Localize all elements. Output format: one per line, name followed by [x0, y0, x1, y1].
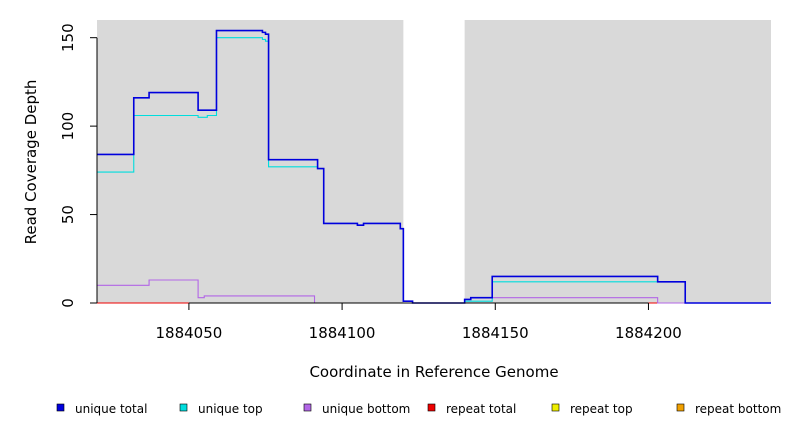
- x-tick-label: 1884150: [462, 324, 529, 342]
- plot-background: [97, 20, 771, 303]
- legend-swatch: [303, 403, 312, 412]
- series-line-unique-total: [97, 29, 771, 304]
- legend-label: unique top: [198, 402, 263, 416]
- y-tick-label: 0: [59, 298, 77, 308]
- y-tick-label: 150: [59, 23, 77, 52]
- legend-swatch: [551, 403, 560, 412]
- legend-swatch: [56, 403, 65, 412]
- x-axis-label: Coordinate in Reference Genome: [309, 363, 558, 381]
- shaded-region-1: [464, 20, 771, 303]
- y-tick-label: 100: [59, 112, 77, 141]
- legend-swatch: [179, 403, 188, 412]
- y-axis-label: Read Coverage Depth: [22, 80, 40, 245]
- x-tick-label: 1884200: [615, 324, 682, 342]
- legend-swatch: [427, 403, 436, 412]
- legend-label: repeat top: [570, 402, 633, 416]
- legend: unique total unique top unique bottom repea…: [56, 402, 781, 416]
- legend-swatch: [676, 403, 685, 412]
- shaded-region-0: [97, 20, 404, 303]
- legend-label: unique bottom: [322, 402, 410, 416]
- axes: 0 50 100 150 1884050 1884100 1884150 1884200: [59, 23, 682, 342]
- y-tick-label: 50: [59, 205, 77, 224]
- x-tick-label: 1884100: [309, 324, 376, 342]
- legend-label: unique total: [75, 402, 147, 416]
- series-line-unique-bottom: [97, 279, 771, 304]
- legend-label: repeat total: [446, 402, 516, 416]
- x-tick-label: 1884050: [156, 324, 223, 342]
- legend-label: repeat bottom: [695, 402, 781, 416]
